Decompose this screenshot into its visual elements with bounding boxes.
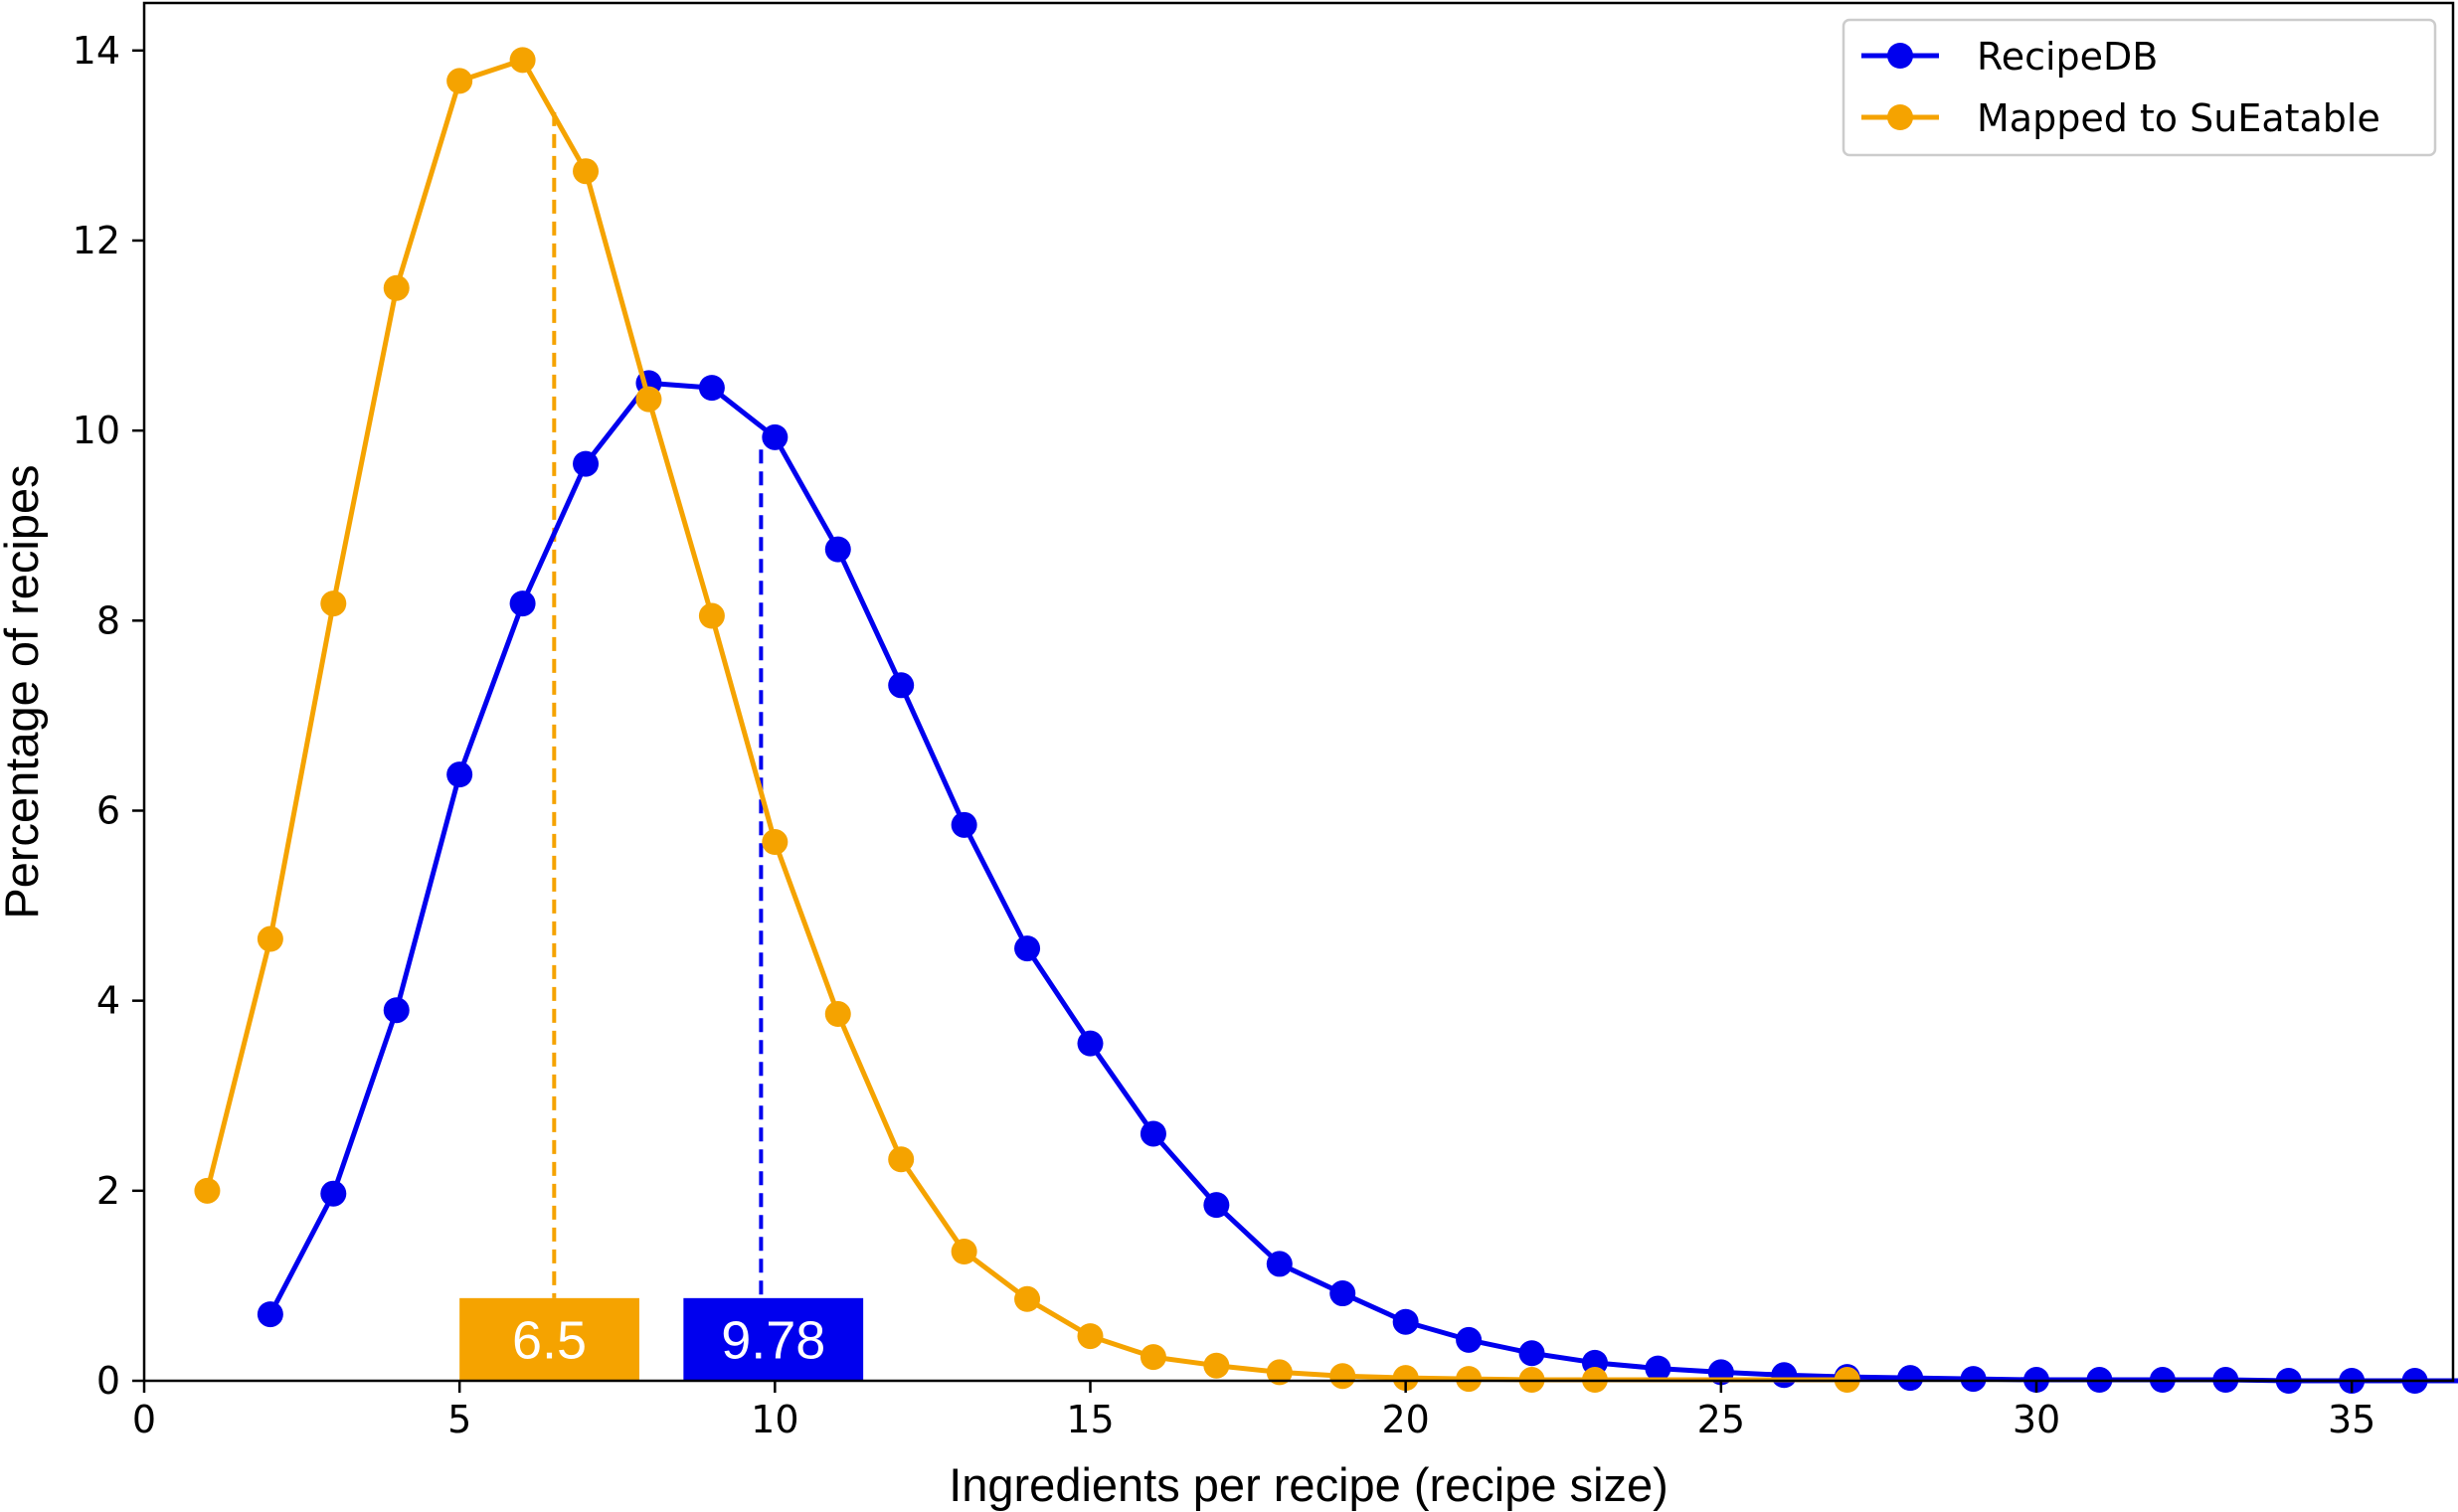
- y-tick-label-2: 4: [96, 979, 120, 1023]
- data-point-1-17: [1266, 1359, 1293, 1386]
- y-tick-label-4: 8: [96, 598, 120, 642]
- data-point-0-17: [1329, 1280, 1356, 1307]
- data-point-0-20: [1518, 1340, 1545, 1367]
- series-layer: [194, 47, 2458, 1394]
- data-point-1-16: [1203, 1352, 1230, 1379]
- data-point-0-16: [1266, 1251, 1293, 1277]
- y-tick-label-5: 10: [73, 409, 120, 452]
- median-box-0: [459, 1297, 639, 1381]
- legend-label-1: Mapped to SuEatable: [1977, 96, 2380, 140]
- x-tick-label-3: 15: [1066, 1398, 1114, 1441]
- data-point-0-26: [1897, 1365, 1924, 1392]
- x-tick-label-5: 25: [1697, 1398, 1745, 1441]
- data-point-1-6: [573, 158, 600, 185]
- data-point-0-2: [383, 997, 410, 1024]
- data-point-0-18: [1392, 1308, 1419, 1335]
- x-tick-label-6: 30: [2013, 1398, 2060, 1441]
- data-point-0-11: [951, 811, 977, 838]
- data-point-0-14: [1140, 1120, 1166, 1147]
- data-point-1-0: [194, 1177, 221, 1204]
- axes: 0 5 10 15 20 25 30 35 0 2 4 6 8 10 12 14: [73, 1, 2455, 1441]
- median-annotations: 6.5 9.78: [459, 111, 864, 1381]
- data-point-1-18: [1329, 1363, 1356, 1390]
- data-point-1-5: [509, 47, 536, 74]
- data-point-1-14: [1077, 1323, 1104, 1350]
- y-tick-label-6: 12: [73, 219, 120, 262]
- data-point-0-5: [573, 450, 600, 477]
- y-tick-label-0: 0: [96, 1359, 120, 1403]
- x-tick-label-0: 0: [132, 1398, 156, 1441]
- y-tick-label-1: 2: [96, 1169, 120, 1213]
- plot-frame: [142, 1, 2455, 1383]
- data-point-1-7: [635, 386, 662, 413]
- data-point-1-4: [446, 68, 473, 94]
- data-point-1-2: [320, 590, 347, 617]
- data-point-0-13: [1077, 1030, 1104, 1057]
- data-point-1-3: [383, 274, 410, 301]
- median-label-1: 9.78: [721, 1310, 825, 1370]
- data-point-1-10: [824, 1001, 851, 1028]
- data-point-0-12: [1014, 935, 1041, 962]
- data-point-1-15: [1140, 1344, 1166, 1371]
- data-point-0-3: [446, 761, 473, 788]
- x-axis-label: Ingredients per recipe (recipe size): [949, 1458, 1668, 1511]
- legend-box: [1842, 18, 2437, 157]
- data-point-0-1: [320, 1180, 347, 1207]
- data-point-1-1: [257, 925, 283, 952]
- series-line-1: [205, 57, 1847, 1383]
- data-point-0-15: [1203, 1192, 1230, 1219]
- median-box-1: [683, 1297, 864, 1381]
- x-tick-label-7: 35: [2328, 1398, 2375, 1441]
- legend-label-0: RecipeDB: [1977, 35, 2158, 79]
- data-point-0-7: [698, 375, 725, 402]
- data-point-1-12: [951, 1239, 977, 1265]
- data-point-0-22: [1645, 1355, 1671, 1382]
- data-point-0-19: [1456, 1326, 1483, 1353]
- y-tick-label-3: 6: [96, 788, 120, 832]
- data-point-0-8: [762, 423, 789, 450]
- x-tick-label-4: 20: [1381, 1398, 1429, 1441]
- median-label-0: 6.5: [512, 1310, 587, 1370]
- y-axis-label: Percentage of recipes: [0, 464, 48, 919]
- data-point-0-4: [509, 590, 536, 617]
- data-point-1-20: [1456, 1366, 1483, 1393]
- x-tick-label-1: 5: [447, 1398, 471, 1441]
- data-point-0-24: [1771, 1362, 1798, 1389]
- data-point-1-13: [1014, 1285, 1041, 1312]
- data-point-1-19: [1392, 1365, 1419, 1392]
- data-point-0-9: [824, 536, 851, 563]
- data-point-0-10: [888, 672, 915, 699]
- data-point-0-27: [1960, 1366, 1987, 1393]
- legend: RecipeDB Mapped to SuEatable: [1842, 18, 2437, 157]
- data-point-1-8: [698, 602, 725, 629]
- y-tick-label-7: 14: [73, 29, 120, 73]
- legend-marker-0: [1887, 43, 1913, 69]
- series-line-0: [267, 380, 2458, 1384]
- x-tick-label-2: 10: [751, 1398, 798, 1441]
- data-point-0-0: [257, 1301, 283, 1328]
- legend-marker-1: [1887, 104, 1913, 130]
- data-point-1-11: [888, 1146, 915, 1173]
- data-point-1-9: [762, 829, 789, 856]
